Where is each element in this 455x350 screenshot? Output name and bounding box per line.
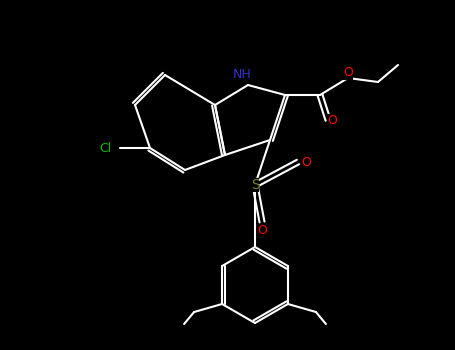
Text: NH: NH [233, 69, 251, 82]
Text: O: O [343, 66, 353, 79]
Text: O: O [327, 113, 337, 126]
Text: O: O [301, 155, 311, 168]
Text: Cl: Cl [99, 141, 111, 154]
Text: S: S [251, 178, 259, 192]
Text: O: O [257, 224, 267, 237]
